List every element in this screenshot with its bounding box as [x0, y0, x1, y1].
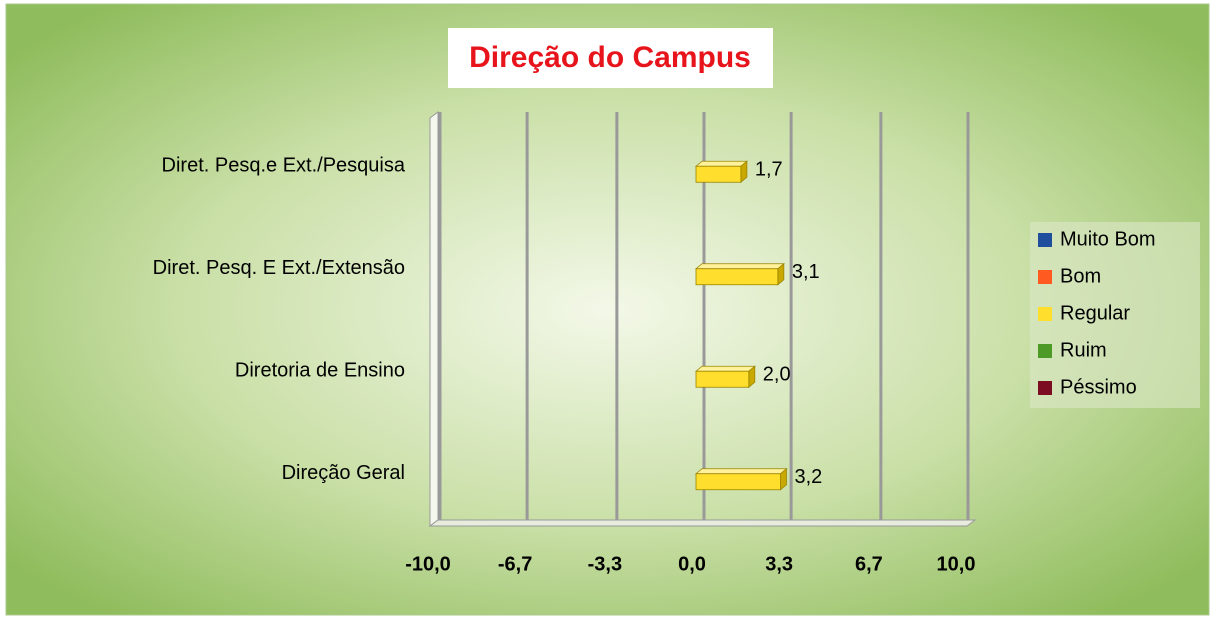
y-tick-label: Diret. Pesq.e Ext./Pesquisa	[162, 155, 406, 177]
legend-swatch	[1038, 381, 1052, 395]
legend-label: Muito Bom	[1060, 228, 1156, 250]
data-label: 1,7	[755, 159, 783, 181]
legend-label: Regular	[1060, 302, 1130, 324]
x-tick-label: 0,0	[678, 553, 706, 575]
legend-label: Bom	[1060, 265, 1101, 287]
legend-swatch	[1038, 233, 1052, 247]
legend-swatch	[1038, 344, 1052, 358]
y-tick-label: Direção Geral	[282, 462, 405, 484]
bar-top	[694, 468, 788, 475]
side-wall	[429, 111, 439, 527]
bar	[695, 473, 781, 491]
floor	[428, 519, 977, 527]
title-box	[448, 28, 773, 88]
y-tick-label: Diretoria de Ensino	[235, 360, 405, 382]
legend-box	[1030, 222, 1200, 408]
x-tick-label: -6,7	[498, 553, 532, 575]
x-tick-label: -10,0	[405, 553, 451, 575]
data-label: 2,0	[763, 364, 791, 386]
data-label: 3,2	[794, 466, 822, 488]
legend-swatch	[1038, 270, 1052, 284]
bar-top	[694, 160, 748, 167]
bar-top	[694, 365, 756, 372]
x-tick-label: 3,3	[765, 553, 793, 575]
bar	[695, 165, 742, 183]
bar	[695, 268, 779, 286]
legend-label: Ruim	[1060, 339, 1107, 361]
x-tick-label: 10,0	[937, 553, 976, 575]
legend-label: Péssimo	[1060, 376, 1137, 398]
bar-top	[694, 263, 785, 270]
x-tick-label: -3,3	[588, 553, 622, 575]
background	[5, 3, 1210, 616]
data-label: 3,1	[792, 261, 820, 283]
y-tick-label: Diret. Pesq. E Ext./Extensão	[153, 257, 405, 279]
bar	[695, 370, 750, 388]
chart-title: Direção do Campus	[469, 41, 751, 74]
x-tick-label: 6,7	[855, 553, 883, 575]
legend-swatch	[1038, 307, 1052, 321]
